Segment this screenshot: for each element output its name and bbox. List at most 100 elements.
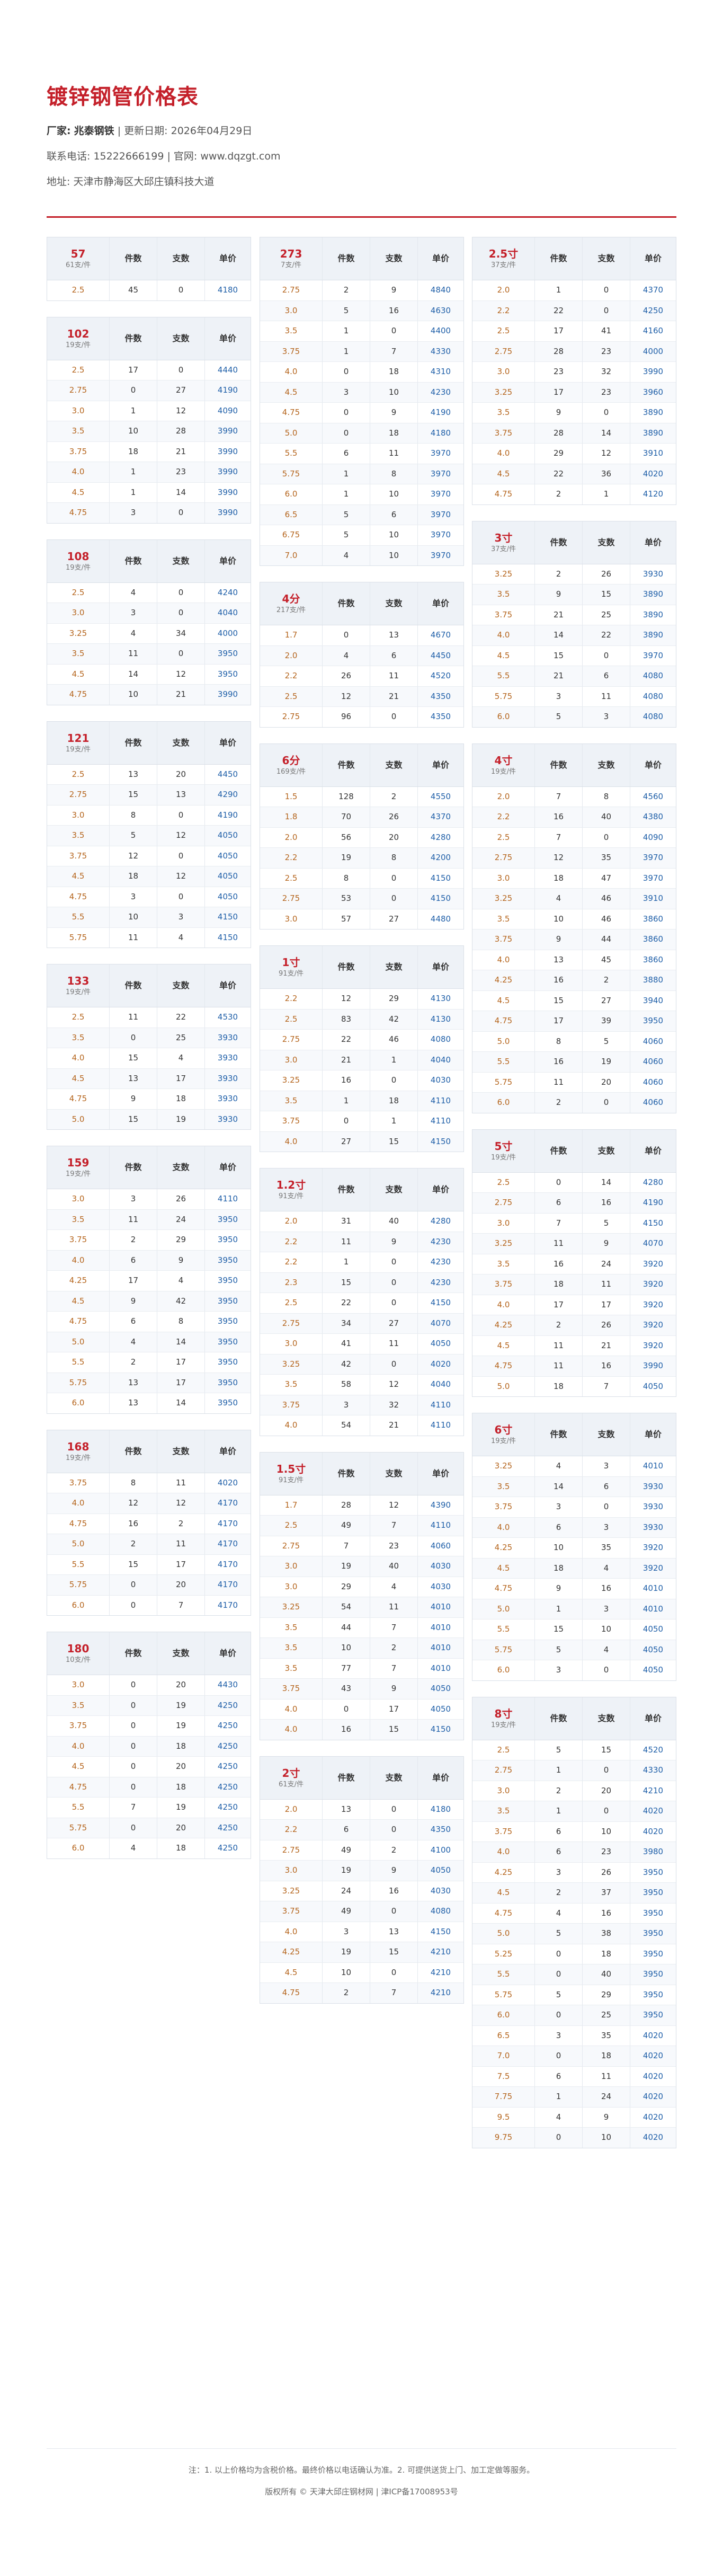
count-cell: 12 [110,1493,157,1513]
table-row: 4.75 9 18 3930 [47,1089,251,1110]
price-cell: 4170 [217,1600,238,1610]
table-body: 2.0 1 0 4370 2.2 22 0 4250 2.5 17 41 4160 2.75 28 23 40… [472,280,676,504]
pieces-cell: 18 [157,1777,205,1797]
price-cell: 4280 [430,832,451,842]
thickness-cell: 2.0 [260,1211,323,1232]
pieces-per-bundle: 91支/件 [279,1192,304,1200]
price-cell: 4440 [217,365,238,375]
pieces-cell: 46 [370,1030,418,1050]
price-table: 57 61支/件 件数 支数 单价 2.5 45 0 4180 [47,237,251,301]
spec-header: 273 7支/件 [260,237,323,280]
table-row: 3.5 9 0 3890 [472,403,676,423]
column-1: 57 61支/件 件数 支数 单价 2.5 45 0 4180 102 19支/件 件数 支数 单价 2.5… [47,237,251,1875]
pieces-cell: 9 [583,2107,630,2127]
table-row: 3.25 24 16 4030 [260,1881,463,1901]
pieces-header: 支数 [583,743,630,786]
price-cell: 3950 [642,1908,664,1918]
price-header: 单价 [219,1446,236,1456]
table-body: 3.25 4 3 4010 3.5 14 6 3930 3.75 3 0 3930 4.0 6 3 3930 4… [472,1456,676,1680]
table-row: 5.75 5 4 4050 [472,1640,676,1660]
thickness-cell: 3.25 [472,1456,535,1476]
price-cell: 3890 [642,428,664,438]
count-cell: 15 [110,1048,157,1068]
count-header: 件数 [323,946,370,988]
table-row: 3.75 3 32 4110 [260,1395,463,1415]
pieces-cell: 23 [370,1536,418,1556]
pieces-cell: 10 [583,1619,630,1640]
count-cell: 1 [323,341,370,361]
pieces-cell: 18 [157,1838,205,1858]
price-cell: 4050 [217,871,238,881]
thickness-cell: 5.75 [260,464,323,484]
thickness-cell: 4.0 [260,1131,323,1152]
price-cell: 4070 [642,1238,664,1248]
count-cell: 34 [323,1313,370,1333]
pieces-cell: 12 [370,1495,418,1515]
price-cell: 3990 [217,487,238,497]
count-cell: 0 [110,1595,157,1615]
count-header: 件数 [535,1129,583,1172]
table-row: 4.5 14 12 3950 [47,664,251,685]
pieces-cell: 45 [583,950,630,970]
pieces-header: 支数 [157,721,205,764]
pieces-cell: 18 [157,1736,205,1756]
table-header: 6分 169支/件 件数 支数 单价 [260,743,463,787]
table-row: 3.75 21 25 3890 [472,605,676,625]
thickness-cell: 3.75 [47,846,110,866]
price-cell: 3950 [217,1377,238,1387]
price-cell: 4120 [642,489,664,499]
pieces-cell: 3 [157,907,205,927]
count-header: 件数 [110,1632,157,1675]
price-cell: 4210 [430,1988,451,1997]
spec-header: 168 19支/件 [47,1430,110,1473]
pieces-cell: 0 [583,300,630,321]
count-cell: 9 [535,585,583,605]
thickness-cell: 1.5 [260,786,323,807]
thickness-cell: 3.25 [260,1354,323,1374]
thickness-cell: 3.0 [260,300,323,321]
table-row: 3.75 18 21 3990 [47,441,251,462]
pieces-cell: 12 [157,664,205,684]
table-header: 1寸 91支/件 件数 支数 单价 [260,946,463,989]
price-cell: 4020 [642,2071,664,2081]
pieces-header: 支数 [157,237,205,280]
count-cell: 17 [110,360,157,380]
pieces-cell: 21 [583,1335,630,1356]
count-cell: 49 [323,1901,370,1922]
thickness-cell: 2.75 [260,889,323,909]
count-cell: 0 [110,1695,157,1715]
pieces-per-bundle: 61支/件 [66,261,91,269]
count-header: 件数 [110,237,157,280]
thickness-cell: 2.5 [260,1009,323,1029]
count-cell: 14 [535,625,583,645]
price-cell: 3920 [642,1259,664,1269]
count-cell: 10 [110,907,157,927]
table-row: 4.0 13 45 3860 [472,950,676,970]
table-row: 2.0 13 0 4180 [260,1799,463,1820]
pieces-cell: 10 [370,382,418,402]
price-cell: 4180 [430,428,451,438]
pieces-per-bundle: 37支/件 [491,261,516,269]
count-cell: 3 [110,603,157,623]
thickness-cell: 3.5 [47,826,110,846]
thickness-cell: 7.0 [472,2046,535,2066]
pieces-cell: 6 [583,666,630,686]
thickness-cell: 3.75 [472,1497,535,1517]
table-row: 4.25 16 2 3880 [472,970,676,991]
table-row: 3.5 10 2 4010 [260,1638,463,1659]
spec-header: 159 19支/件 [47,1146,110,1189]
count-cell: 14 [535,1476,583,1497]
table-row: 2.2 11 9 4230 [260,1232,463,1252]
thickness-cell: 3.5 [472,403,535,423]
table-row: 3.0 23 32 3990 [472,362,676,383]
contact-line: 联系电话: 15222666199 | 官网: www.dqzgt.com [47,151,281,162]
table-row: 4.0 27 15 4150 [260,1131,463,1152]
price-cell: 3950 [217,669,238,679]
pieces-cell: 0 [583,1801,630,1821]
thickness-cell: 3.0 [472,1781,535,1801]
spec-label: 8寸 [494,1707,513,1720]
table-row: 2.2 1 0 4230 [260,1252,463,1273]
count-cell: 16 [535,1052,583,1072]
count-cell: 18 [535,868,583,888]
price-cell: 4060 [642,1077,664,1087]
